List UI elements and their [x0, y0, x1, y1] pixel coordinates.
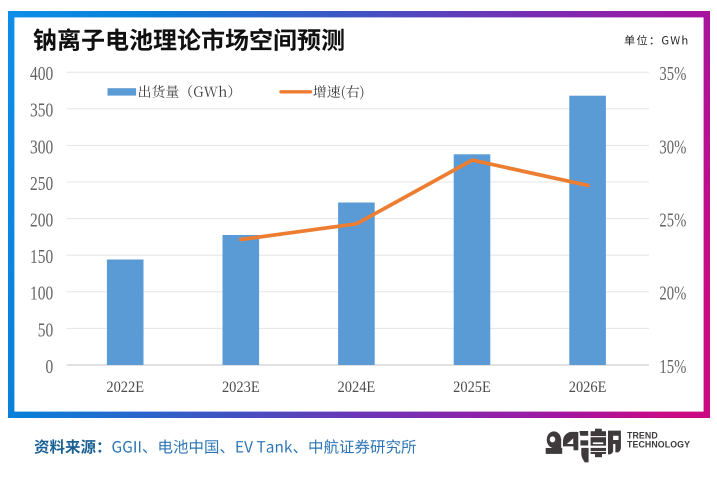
- svg-text:35%: 35%: [659, 62, 686, 85]
- svg-text:250: 250: [30, 172, 53, 194]
- svg-text:400: 400: [30, 62, 53, 84]
- svg-text:100: 100: [30, 282, 53, 304]
- svg-text:2026E: 2026E: [569, 380, 607, 397]
- svg-text:TREND: TREND: [627, 431, 658, 441]
- svg-text:2023E: 2023E: [222, 380, 260, 397]
- svg-text:20%: 20%: [659, 281, 686, 304]
- svg-text:25%: 25%: [659, 208, 686, 231]
- svg-text:2022E: 2022E: [106, 380, 144, 397]
- svg-text:30%: 30%: [659, 135, 686, 158]
- svg-text:200: 200: [30, 209, 53, 231]
- svg-text:150: 150: [30, 245, 53, 267]
- svg-text:300: 300: [30, 135, 53, 157]
- svg-text:2025E: 2025E: [453, 380, 491, 397]
- svg-text:TECHNOLOGY: TECHNOLOGY: [627, 439, 690, 449]
- svg-text:2024E: 2024E: [338, 380, 376, 397]
- svg-text:350: 350: [30, 99, 53, 121]
- svg-text:50: 50: [38, 318, 54, 340]
- svg-text:15%: 15%: [659, 355, 686, 378]
- svg-text:0: 0: [45, 355, 53, 377]
